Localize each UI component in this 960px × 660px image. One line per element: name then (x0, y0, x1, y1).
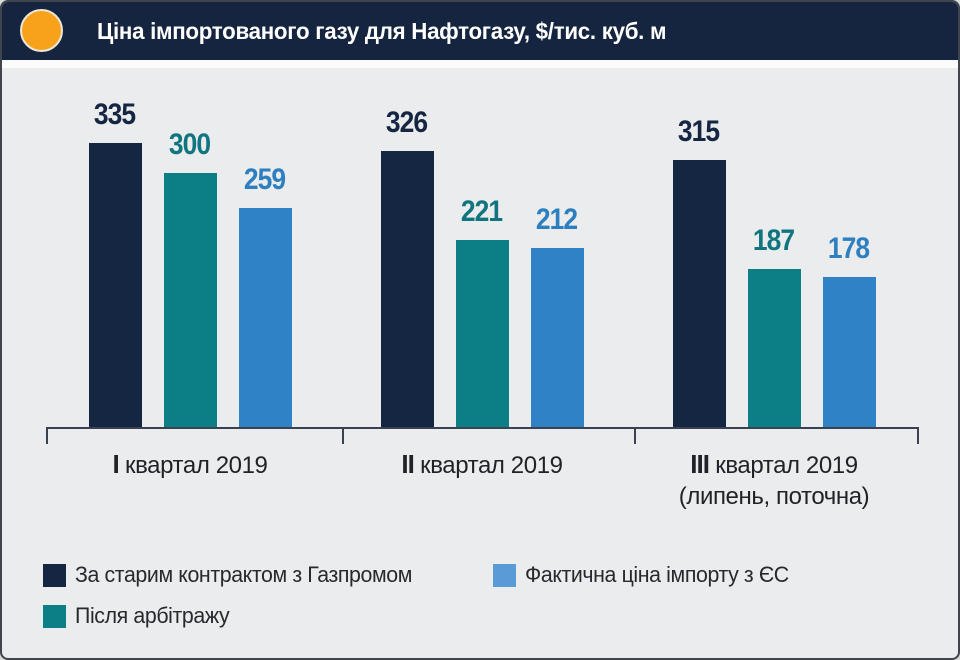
category-label: І квартал 2019 (112, 449, 268, 479)
bar-value-label: 259 (244, 163, 286, 196)
bar (88, 143, 142, 428)
bar-value-label: 315 (678, 115, 720, 148)
bar-value-label: 178 (828, 232, 870, 265)
bar-value-label: 187 (753, 224, 795, 257)
bar (822, 277, 876, 428)
axis-baseline (46, 427, 919, 429)
bar (747, 269, 801, 428)
legend-swatch-teal (43, 604, 66, 628)
legend-item-gazprom-contract: За старим контрактом з Газпромом (43, 562, 422, 587)
bar (380, 151, 434, 428)
legend-swatch-navy (43, 563, 66, 587)
chart-title: Ціна імпортованого газу для Нафтогазу, $… (97, 17, 667, 44)
category-label: ІІ квартал 2019 (401, 449, 563, 479)
bar (238, 208, 292, 428)
bar-value-label: 212 (536, 203, 578, 236)
legend-swatch-blue (493, 563, 516, 587)
bar-value-label: 300 (169, 128, 211, 161)
axis-tick (634, 427, 636, 444)
bar (672, 160, 726, 428)
bar-value-label: 326 (386, 106, 428, 139)
header-divider (2, 60, 958, 68)
axis-tick (917, 427, 919, 444)
bar (163, 173, 217, 428)
legend-item-eu-import-price: Фактична ціна імпорту з ЄС (493, 562, 797, 587)
bullet-icon (20, 9, 63, 52)
category-label: ІІІ квартал 2019 (липень, поточна) (678, 449, 870, 510)
axis-tick (46, 427, 48, 444)
legend-label: Фактична ціна імпорту з ЄС (525, 562, 789, 587)
bar-value-label: 335 (94, 98, 136, 131)
bar-value-label: 221 (461, 195, 503, 228)
legend-item-after-arbitration: Після арбітражу (43, 603, 234, 628)
bar (530, 248, 584, 428)
legend-label: Після арбітражу (75, 603, 230, 628)
bar (455, 240, 509, 428)
axis-tick (342, 427, 344, 444)
legend-label: За старим контрактом з Газпромом (75, 562, 413, 587)
header: Ціна імпортованого газу для Нафтогазу, $… (2, 2, 958, 60)
